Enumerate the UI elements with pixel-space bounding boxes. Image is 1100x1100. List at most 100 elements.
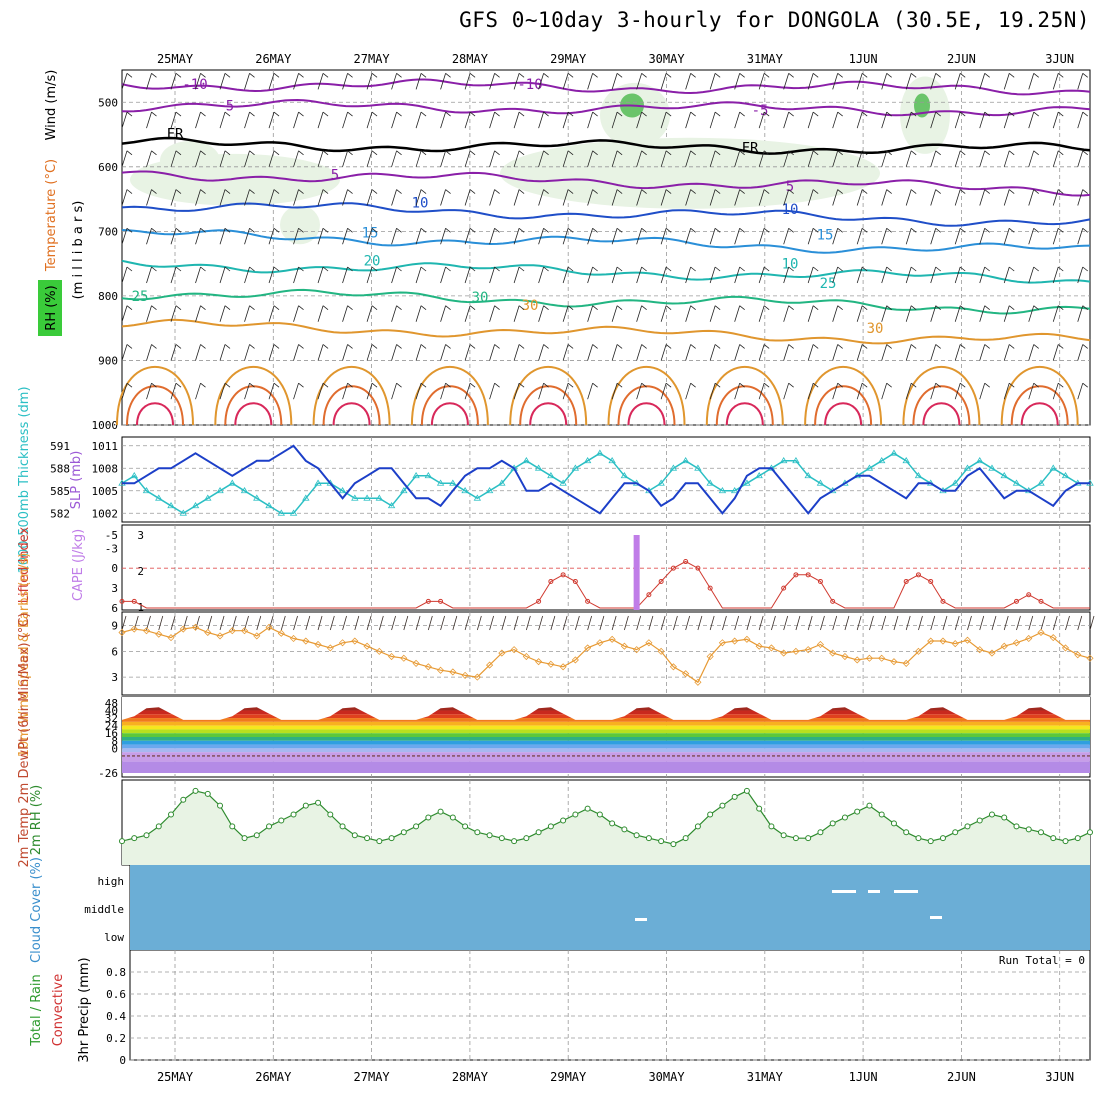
wind-barb [734, 383, 741, 400]
wind-barb-flag [1082, 189, 1088, 194]
wind-barb-flag [420, 111, 427, 117]
wind-barb [415, 344, 422, 361]
wind-barb [1003, 615, 1009, 631]
wind-point [951, 640, 959, 648]
wind-barb [146, 305, 152, 322]
wind-barb [930, 73, 937, 90]
rh-point [498, 835, 505, 842]
label-lifted-index: Lifted Index [17, 526, 32, 603]
rh-point [523, 835, 530, 842]
wind-barb [489, 383, 495, 400]
slp-thickness-panel: 1011 1008 1005 1002 591 588 585 582 [50, 440, 1094, 520]
wind-barb [905, 150, 912, 167]
wind-barb [783, 228, 790, 245]
wind-barb [979, 383, 986, 400]
wind-barb [268, 189, 275, 206]
wind-barb-flag [175, 150, 182, 156]
wind-barb [366, 73, 373, 90]
rh-point [131, 835, 138, 842]
wind-barb [1065, 615, 1070, 631]
wind-barb-flag [616, 189, 623, 194]
rh-point [988, 811, 995, 818]
wind-barb [489, 305, 495, 322]
wind-barb-flag [959, 150, 966, 156]
lifted-point [683, 559, 689, 565]
wind-barb-flag [641, 382, 647, 388]
wind-barb-flag [175, 73, 182, 78]
wind-barb [881, 305, 888, 322]
wind-barb-flag [861, 73, 868, 78]
wind-barb-flag [665, 73, 672, 78]
wind-speed-line [121, 626, 1091, 684]
wind-barb-flag [249, 266, 255, 272]
wind-point [939, 637, 947, 645]
wind-barb [317, 73, 324, 90]
isotherm-line [121, 170, 1091, 197]
wind-point [865, 654, 874, 662]
wind-point [596, 639, 604, 647]
rh-point [143, 832, 150, 839]
wind-barb [538, 189, 544, 206]
wind-barb-flag [886, 73, 892, 78]
wind-barb-flag [788, 344, 794, 349]
wind-barb [905, 189, 912, 206]
wind-barb-flag [224, 227, 231, 233]
wind-barb [685, 383, 692, 400]
wind-barb [182, 615, 188, 631]
wind-barb-flag [886, 111, 892, 117]
wind-barb [562, 305, 569, 322]
wind-barb [636, 383, 643, 400]
wind-barb [1077, 344, 1084, 361]
wind-barb [807, 150, 814, 167]
wind-barb-flag [322, 189, 329, 194]
thickness-point [951, 479, 959, 486]
wind-point [1037, 628, 1045, 637]
wind-barb [807, 266, 814, 284]
rh-point [890, 820, 897, 827]
rh-shade-high [914, 93, 930, 118]
wind-barb [464, 228, 471, 245]
wind-barb [440, 266, 446, 284]
thickness-point [583, 456, 592, 464]
wind-barb-flag [592, 305, 598, 311]
wind-barb-flag [175, 189, 182, 194]
wind-barb [685, 266, 692, 284]
wind-barb [709, 305, 716, 322]
wind-point [1086, 654, 1094, 662]
bl-contour [824, 402, 863, 426]
wind-barb [513, 73, 520, 90]
wind-barb-flag [420, 73, 427, 78]
wind-barb [636, 111, 643, 129]
wind-barb-flag [690, 73, 696, 78]
label-wind10m: 10m Wind Speed & Barbs (m/s) [17, 553, 32, 758]
isotherm-label: 25 [132, 289, 149, 305]
rh-point [939, 835, 946, 842]
wind-barb-flag [984, 150, 990, 156]
wind-barb-flag [935, 73, 941, 78]
wind-barb-flag [420, 150, 427, 156]
wind-barb [293, 615, 298, 631]
wind-barb-flag [445, 266, 451, 272]
thickness-tick: 585 [50, 485, 70, 498]
wind-barb-flag [641, 266, 647, 272]
wind-barb-flag [224, 305, 231, 311]
wind-barb-flag [690, 111, 696, 117]
lifted-point [572, 578, 578, 584]
wind-point [645, 639, 653, 647]
wind-barb [1077, 383, 1084, 400]
thickness-point [730, 486, 739, 494]
date-label-bottom: 25MAY [157, 1070, 194, 1084]
wind-barb-flag [469, 189, 476, 194]
cape-bar [633, 535, 640, 610]
wind-barb [905, 111, 912, 129]
wind-barb [1077, 111, 1084, 129]
thickness-point [130, 471, 138, 479]
wind-barb-flag [714, 305, 721, 311]
date-label-bottom: 2JUN [947, 1070, 976, 1084]
wind-barb [930, 344, 937, 361]
bl-contour [814, 385, 873, 426]
isotherm-label: 30 [867, 321, 884, 337]
wind-barb [244, 150, 250, 167]
wind-barb-flag [518, 266, 525, 272]
wind-barb [440, 73, 446, 90]
